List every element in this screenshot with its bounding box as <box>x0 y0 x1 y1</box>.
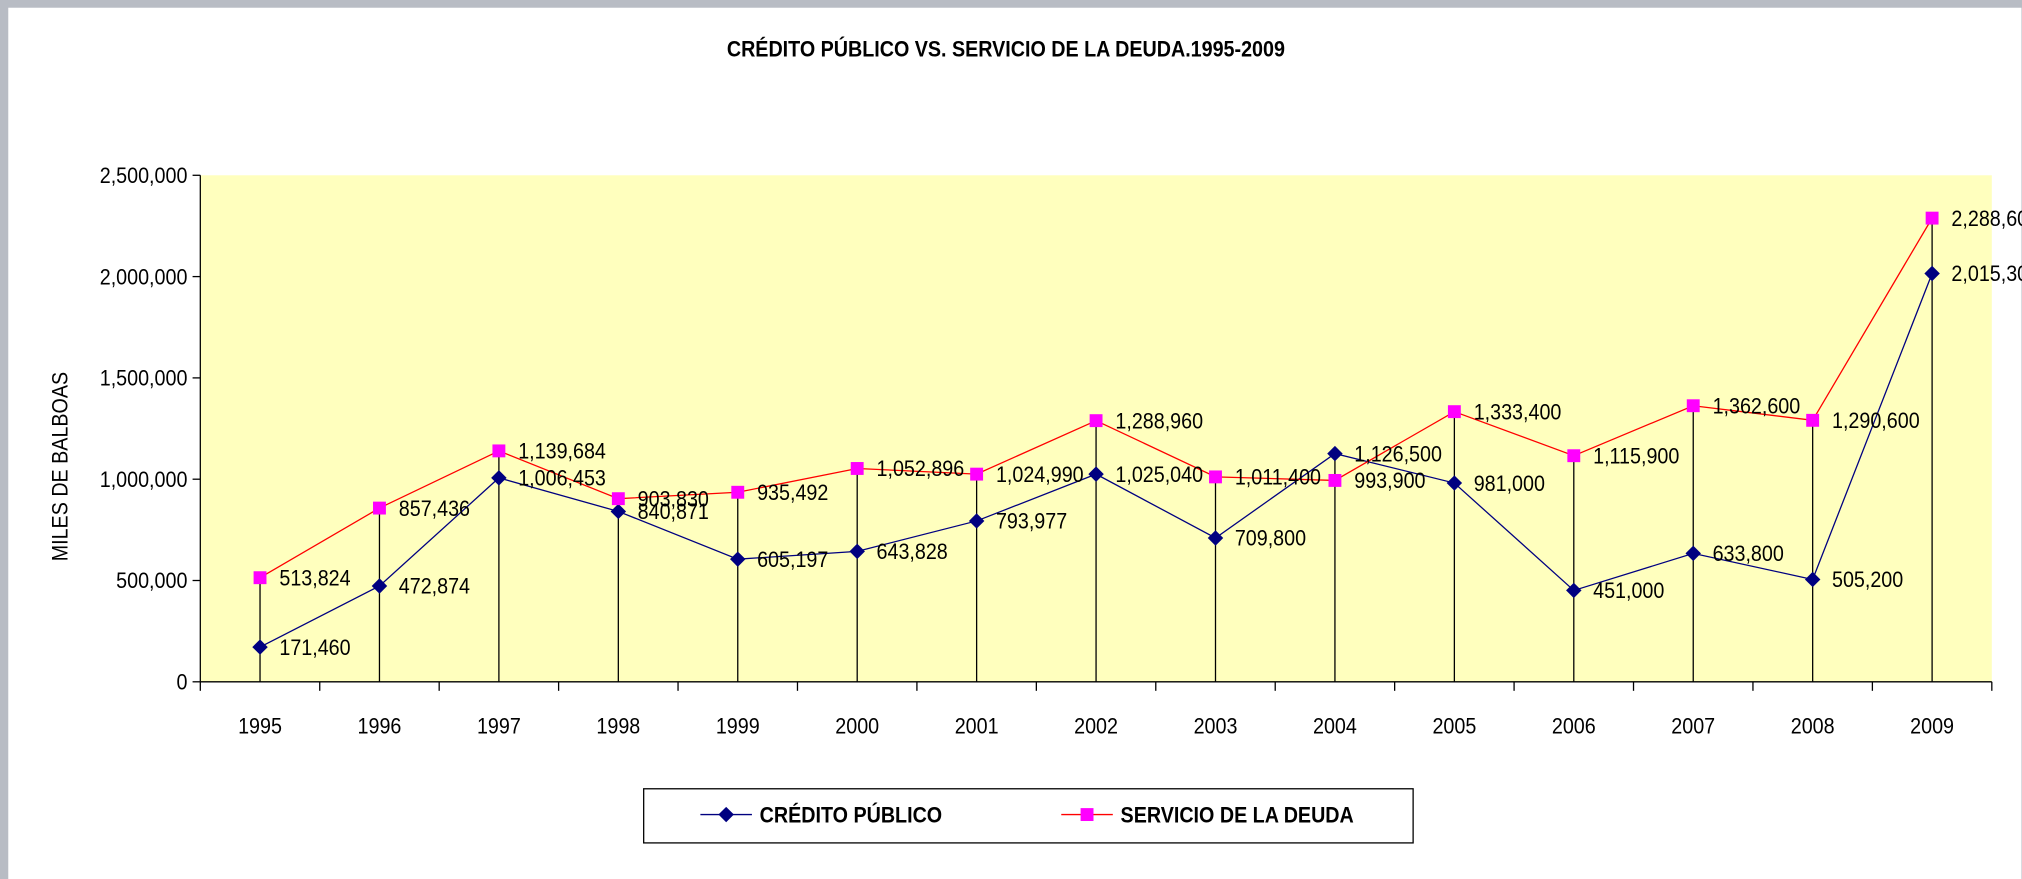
x-tick-label: 2006 <box>1552 714 1596 738</box>
x-tick-label: 1997 <box>477 714 521 738</box>
data-label: 1,126,500 <box>1354 442 1442 466</box>
data-point <box>730 551 746 567</box>
data-label: 1,006,453 <box>518 467 606 491</box>
data-point <box>731 485 745 499</box>
x-tick-label: 2000 <box>835 714 879 738</box>
data-label: 857,436 <box>399 497 470 521</box>
data-label: 1,139,684 <box>518 440 606 464</box>
data-point <box>1685 545 1701 562</box>
data-point <box>1088 466 1104 482</box>
x-tick-label: 1995 <box>238 714 282 738</box>
data-point <box>1806 413 1820 427</box>
x-tick-label: 2005 <box>1432 714 1476 738</box>
data-point <box>610 503 627 520</box>
data-label: 793,977 <box>996 510 1067 534</box>
chart-title: CRÉDITO PÚBLICO VS. SERVICIO DE LA DEUDA… <box>727 37 1285 62</box>
data-label: 1,290,600 <box>1832 409 1920 433</box>
data-label: 903,830 <box>638 487 709 511</box>
data-point <box>1327 445 1343 462</box>
data-point <box>849 543 865 560</box>
data-label: 633,800 <box>1713 542 1784 566</box>
data-point <box>1446 475 1463 491</box>
x-tick-label: 2009 <box>1910 714 1954 738</box>
data-label: 513,824 <box>279 567 350 591</box>
x-tick-label: 2002 <box>1074 714 1118 738</box>
data-label: 935,492 <box>757 481 828 505</box>
data-label: 643,828 <box>877 540 948 564</box>
data-point <box>850 462 864 475</box>
data-point <box>1447 405 1461 419</box>
data-point <box>1566 582 1582 599</box>
data-label: 1,011,400 <box>1235 466 1321 490</box>
data-label: 709,800 <box>1235 527 1306 551</box>
data-label: 840,871 <box>638 500 709 524</box>
x-tick-label: 2001 <box>955 714 999 738</box>
data-label: 2,015,300 <box>1951 262 2022 286</box>
y-tick-label: 1,500,000 <box>100 367 188 391</box>
data-point <box>253 571 267 585</box>
legend-label: SERVICIO DE LA DEUDA <box>1121 803 1354 827</box>
data-point <box>492 444 506 458</box>
x-tick-label: 2004 <box>1313 714 1357 738</box>
y-tick-label: 2,500,000 <box>100 164 188 188</box>
data-point <box>1804 571 1821 588</box>
data-point <box>1207 530 1224 546</box>
data-label: 981,000 <box>1474 472 1545 496</box>
data-point <box>1925 211 1939 225</box>
data-label: 1,025,040 <box>1115 463 1203 487</box>
data-label: 505,200 <box>1832 568 1903 592</box>
data-point <box>1089 414 1103 428</box>
y-tick-label: 2,000,000 <box>100 265 188 289</box>
data-point <box>491 470 507 486</box>
data-label: 605,197 <box>757 548 828 572</box>
data-point <box>1567 449 1581 463</box>
data-label: 1,288,960 <box>1115 409 1203 433</box>
legend-marker <box>718 806 734 823</box>
y-tick-label: 0 <box>176 671 187 695</box>
data-label: 1,362,600 <box>1713 395 1801 419</box>
y-tick-label: 500,000 <box>116 569 187 593</box>
data-label: 1,024,990 <box>996 463 1084 487</box>
data-point <box>371 578 388 594</box>
data-point <box>1924 265 1940 282</box>
data-label: 451,000 <box>1593 579 1664 603</box>
x-tick-label: 1996 <box>358 714 402 738</box>
data-label: 1,115,900 <box>1593 445 1679 469</box>
data-label: 1,333,400 <box>1474 400 1562 424</box>
data-point <box>252 639 268 655</box>
data-point <box>1328 473 1342 487</box>
x-tick-label: 2007 <box>1671 714 1715 738</box>
data-label: 1,052,896 <box>877 457 965 481</box>
x-tick-label: 2003 <box>1194 714 1238 738</box>
y-axis-label: MILES DE BALBOAS <box>49 372 73 561</box>
data-point <box>611 492 625 506</box>
data-point <box>1209 470 1222 484</box>
data-point <box>1686 399 1700 413</box>
x-tick-label: 1999 <box>716 714 760 738</box>
x-tick-label: 2008 <box>1791 714 1835 738</box>
data-label: 171,460 <box>279 636 350 660</box>
data-point <box>373 501 386 515</box>
data-point <box>970 467 984 481</box>
legend-label: CRÉDITO PÚBLICO <box>760 802 942 827</box>
data-label: 472,874 <box>399 575 470 599</box>
data-label: 2,288,600 <box>1951 207 2022 231</box>
legend-marker <box>1080 808 1094 822</box>
y-tick-label: 1,000,000 <box>100 468 188 492</box>
x-tick-label: 1998 <box>596 714 640 738</box>
data-label: 993,900 <box>1354 469 1425 493</box>
data-point <box>968 513 985 529</box>
legend <box>643 788 1414 844</box>
